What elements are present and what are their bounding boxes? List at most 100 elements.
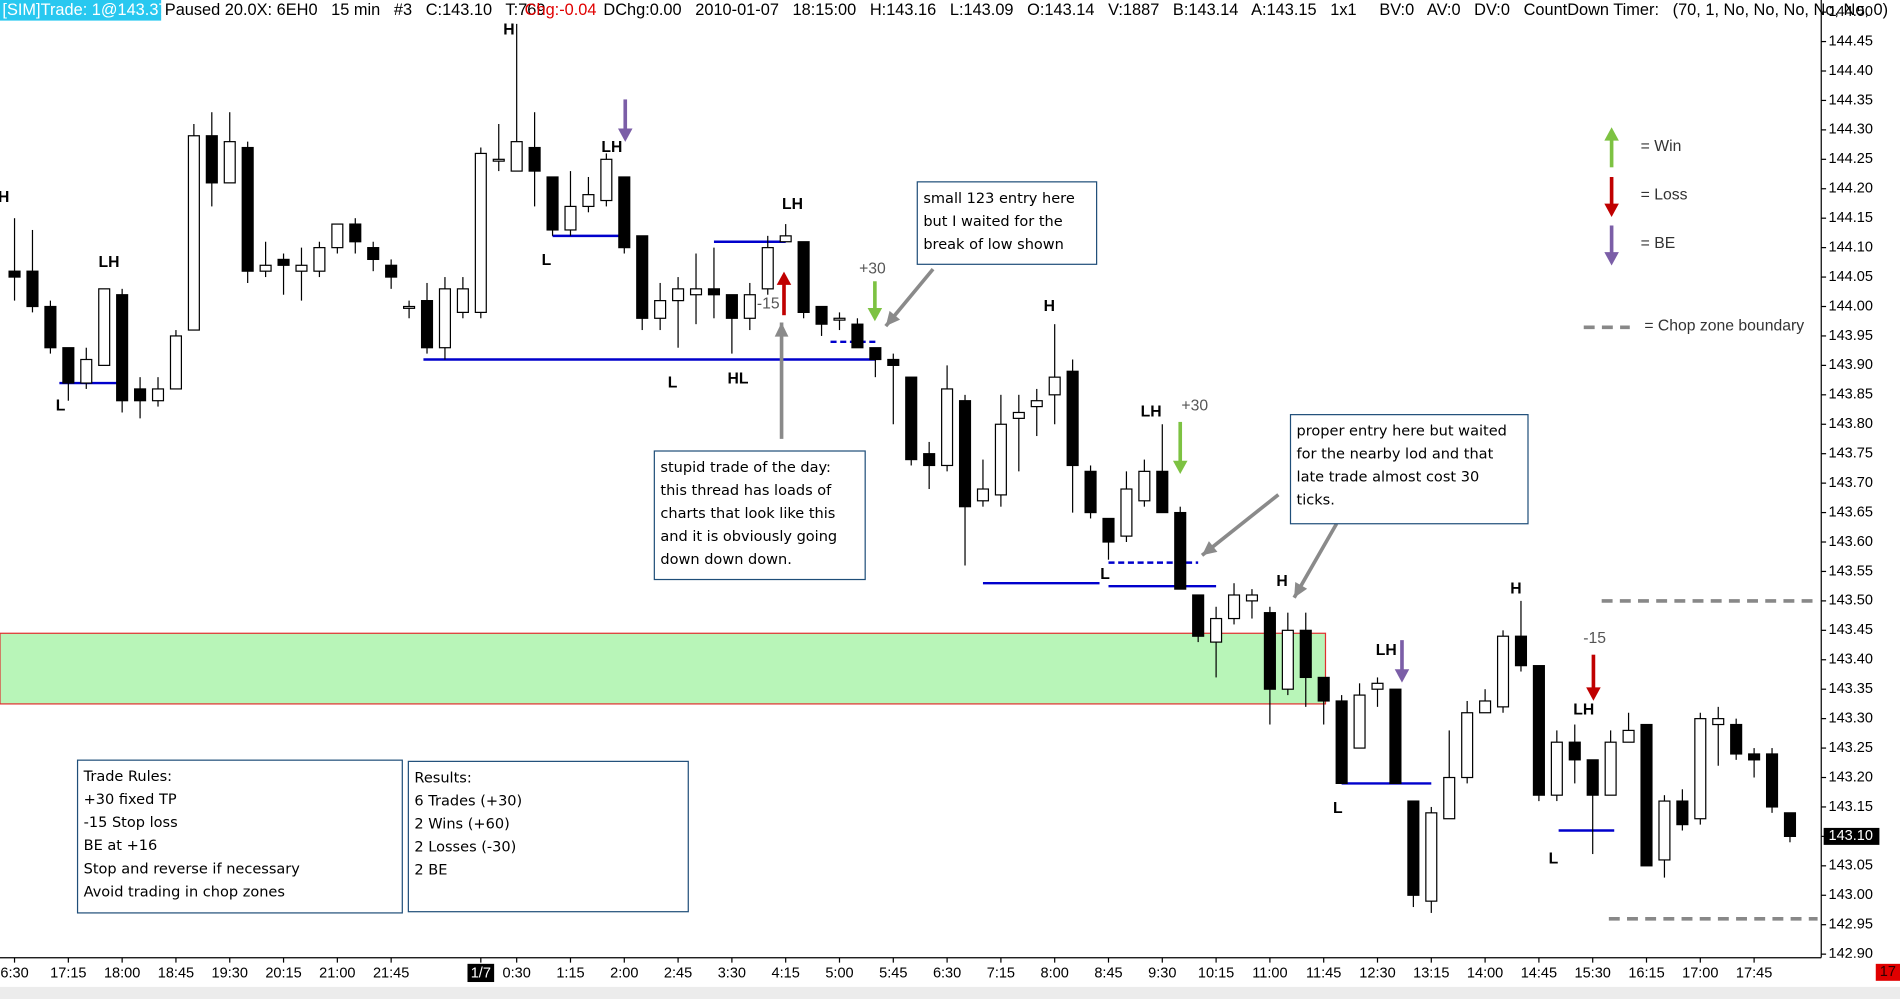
note-line: break of low shown — [923, 237, 1064, 253]
annotation-label: H — [0, 189, 9, 206]
candle-body — [546, 176, 559, 231]
legend-label: = Win — [1641, 138, 1682, 155]
y-tick-label: 144.10 — [1829, 239, 1873, 255]
y-tick-label: 143.80 — [1829, 416, 1873, 432]
countdown-box — [1875, 963, 1900, 981]
x-tick-label: 21:00 — [319, 965, 355, 981]
candle-body — [313, 247, 326, 272]
annotation-label: -15 — [757, 295, 780, 312]
x-tick-label: 17:00 — [1682, 965, 1718, 981]
x-tick-label: 1/7 — [471, 965, 491, 981]
candle-body — [1783, 812, 1797, 837]
x-tick-label: 13:15 — [1413, 965, 1449, 981]
candle-body — [1030, 400, 1043, 408]
candle-body — [1658, 800, 1671, 861]
x-tick-label: 11:00 — [1252, 965, 1287, 981]
pointer-arrow-head — [1202, 541, 1218, 556]
candle-body — [743, 294, 756, 319]
candle-body — [1245, 594, 1259, 602]
annotation-label: LH — [601, 139, 622, 156]
candle-body — [492, 158, 505, 162]
candle-body — [1263, 612, 1276, 690]
win-arrow-head — [1172, 460, 1188, 475]
y-tick-label: 143.90 — [1829, 357, 1873, 373]
y-tick-label: 144.25 — [1829, 151, 1873, 167]
x-tick-label: 12:30 — [1359, 965, 1395, 981]
loss-arrow-head — [776, 271, 792, 285]
annotation-label: LH — [1141, 403, 1162, 420]
annotation-label: LH — [99, 254, 120, 271]
candle-body — [1550, 741, 1563, 796]
x-tick-label: 5:45 — [879, 965, 907, 981]
annotation-label: L — [668, 374, 678, 391]
x-tick-label: 10:15 — [1198, 965, 1234, 981]
candle-body — [851, 323, 864, 349]
note-box — [1289, 414, 1529, 525]
candle-body — [1084, 470, 1097, 514]
candle-body — [1281, 629, 1294, 690]
note-line: 6 Trades (+30) — [414, 793, 522, 809]
candle-body — [1012, 411, 1025, 419]
x-tick-label: 21:45 — [373, 965, 409, 981]
candle-body — [1299, 629, 1312, 679]
pointer-arrow — [1292, 522, 1339, 599]
annotation-label: L — [1549, 851, 1559, 868]
candle-body — [564, 205, 577, 231]
candle-body — [1676, 800, 1689, 826]
y-tick-label: 143.00 — [1829, 887, 1873, 903]
annotation-label: LH — [782, 196, 803, 213]
be-arrow-head — [617, 128, 633, 142]
x-tick-label: 8:45 — [1094, 965, 1122, 981]
note-line: down down down. — [660, 552, 791, 568]
candle-body — [1532, 665, 1545, 796]
candle-body — [1174, 511, 1187, 590]
annotation-label: HL — [727, 371, 748, 388]
candle-body — [1156, 470, 1169, 514]
y-tick-label: 144.30 — [1829, 122, 1873, 138]
candle-body — [1604, 741, 1617, 796]
legend-swatch-head — [1604, 252, 1619, 266]
note-line: late trade almost cost 30 — [1297, 470, 1480, 486]
candle-body — [958, 400, 972, 508]
candle-body — [1317, 676, 1330, 702]
x-tick-label: 17:45 — [1736, 965, 1772, 981]
be-arrow-head — [1394, 669, 1410, 683]
note-line: Stop and reverse if necessary — [84, 861, 301, 877]
x-tick-label: 19:30 — [212, 965, 248, 981]
note-line: +30 fixed TP — [84, 792, 177, 808]
note-line: 2 Losses (-30) — [414, 839, 516, 855]
legend-swatch-head — [1604, 127, 1619, 141]
candle-body — [689, 288, 703, 296]
note-box — [76, 759, 403, 914]
note-line: small 123 entry here — [923, 191, 1074, 207]
legend-label: = Chop zone boundary — [1644, 317, 1804, 334]
x-tick-label: 6:30 — [933, 965, 961, 981]
candle-body — [1371, 682, 1384, 690]
candle-body — [1048, 376, 1061, 396]
y-tick-label: 144.00 — [1829, 298, 1873, 314]
candle-body — [403, 305, 416, 309]
candle-body — [187, 135, 200, 331]
date-marker — [467, 963, 495, 983]
y-tick-label: 143.15 — [1829, 799, 1873, 815]
candle-body — [1102, 517, 1115, 543]
candle-body — [905, 376, 918, 461]
last-price-label: 143.10 — [1829, 828, 1873, 844]
candle-body — [134, 388, 147, 402]
header-text: Paused 20.0X: 6EH0 15 min #3 C:143.10 T:… — [165, 1, 546, 19]
candle-body — [528, 146, 541, 172]
candle-body — [1479, 700, 1492, 714]
candle-body — [223, 141, 236, 184]
note-line: BE at +16 — [84, 838, 158, 854]
annotation-label: H — [1044, 298, 1055, 315]
candle-body — [941, 388, 954, 467]
candle-body — [8, 270, 21, 278]
x-tick-label: 0:30 — [503, 965, 531, 981]
y-tick-label: 143.55 — [1829, 563, 1873, 579]
x-tick-label: 2:00 — [610, 965, 638, 981]
scrollbar — [0, 986, 1900, 999]
note-line: -15 Stop loss — [84, 815, 178, 831]
x-tick-label: 3:30 — [718, 965, 746, 981]
note-line: 2 BE — [414, 862, 447, 878]
candle-body — [1622, 729, 1635, 743]
